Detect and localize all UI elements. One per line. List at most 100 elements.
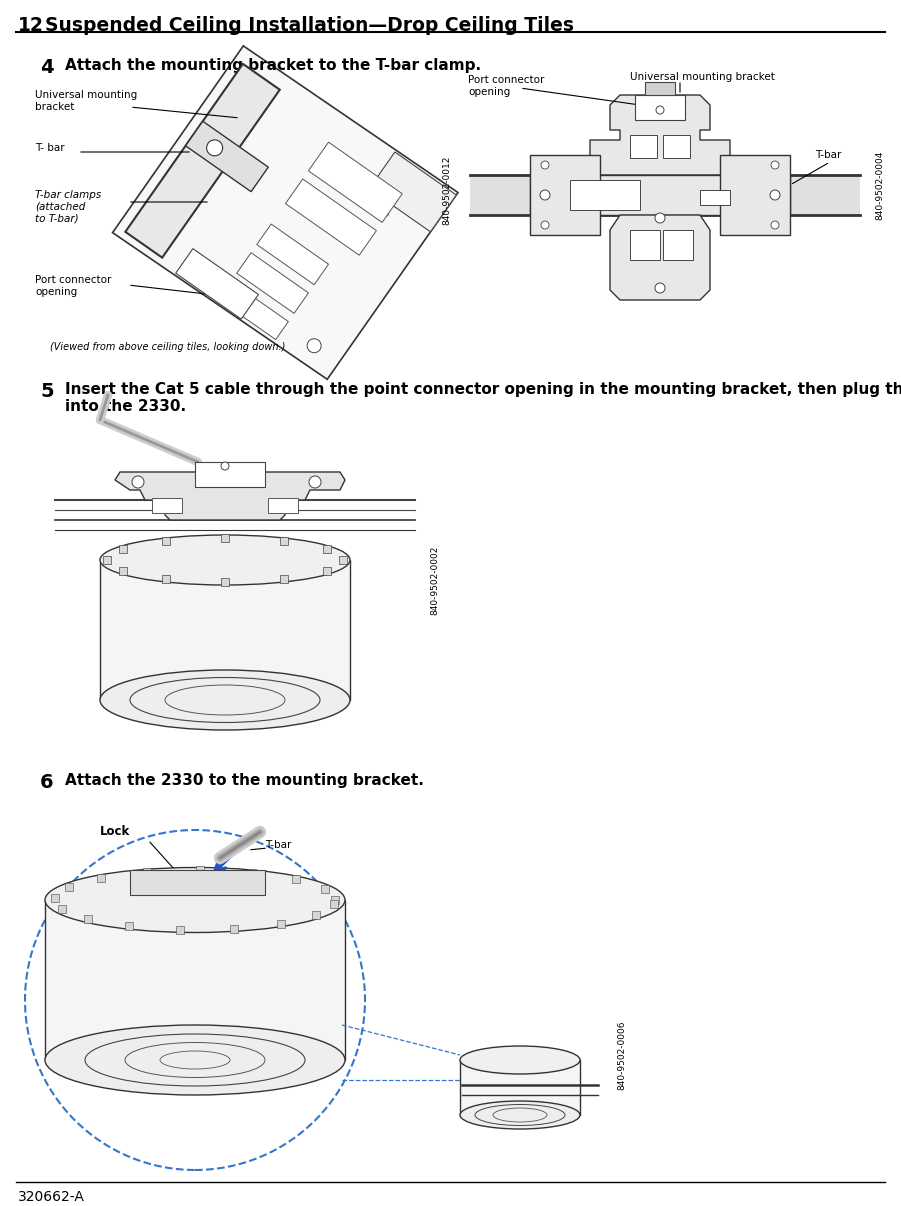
Polygon shape bbox=[186, 122, 268, 192]
Text: T-bar: T-bar bbox=[265, 841, 291, 850]
Bar bbox=[84, 915, 92, 924]
Bar bbox=[221, 534, 229, 541]
Text: Suspended Ceiling Installation—Drop Ceiling Tiles: Suspended Ceiling Installation—Drop Ceil… bbox=[32, 16, 574, 35]
Text: Universal mounting
bracket: Universal mounting bracket bbox=[35, 90, 137, 112]
Text: 4: 4 bbox=[40, 58, 54, 77]
Bar bbox=[323, 567, 332, 575]
Polygon shape bbox=[630, 230, 660, 260]
Circle shape bbox=[132, 476, 144, 488]
Bar bbox=[162, 575, 170, 582]
Bar bbox=[177, 926, 185, 933]
Ellipse shape bbox=[460, 1101, 580, 1129]
Circle shape bbox=[309, 476, 321, 488]
Polygon shape bbox=[460, 1060, 580, 1116]
Bar bbox=[119, 545, 127, 554]
Text: 840-9502-0012: 840-9502-0012 bbox=[442, 156, 451, 224]
Polygon shape bbox=[530, 156, 600, 235]
Circle shape bbox=[656, 106, 664, 115]
Bar bbox=[58, 906, 66, 913]
Text: Attach the 2330 to the mounting bracket.: Attach the 2330 to the mounting bracket. bbox=[65, 773, 423, 788]
Polygon shape bbox=[630, 135, 657, 158]
Polygon shape bbox=[700, 191, 730, 205]
Bar bbox=[280, 537, 288, 545]
Circle shape bbox=[655, 283, 665, 293]
Polygon shape bbox=[268, 498, 298, 513]
Text: 840-9502-0004: 840-9502-0004 bbox=[876, 151, 885, 219]
Text: 6: 6 bbox=[40, 773, 54, 792]
Circle shape bbox=[771, 160, 779, 169]
Polygon shape bbox=[100, 560, 350, 699]
Polygon shape bbox=[237, 253, 308, 314]
Ellipse shape bbox=[460, 1046, 580, 1075]
Text: 12: 12 bbox=[18, 16, 44, 35]
Bar bbox=[339, 556, 347, 564]
Circle shape bbox=[655, 213, 665, 223]
Ellipse shape bbox=[45, 867, 345, 932]
Ellipse shape bbox=[45, 1025, 345, 1095]
Polygon shape bbox=[308, 142, 402, 222]
Text: 5: 5 bbox=[40, 382, 54, 402]
Circle shape bbox=[771, 221, 779, 229]
Bar bbox=[313, 911, 320, 919]
Polygon shape bbox=[720, 156, 790, 235]
Bar bbox=[65, 883, 73, 891]
Text: Lock: Lock bbox=[100, 825, 131, 838]
Polygon shape bbox=[226, 287, 288, 340]
Bar bbox=[323, 545, 332, 554]
Polygon shape bbox=[530, 175, 790, 215]
Polygon shape bbox=[113, 46, 458, 380]
Bar bbox=[280, 575, 288, 582]
Bar bbox=[119, 567, 127, 575]
Bar bbox=[470, 175, 860, 215]
Polygon shape bbox=[45, 900, 345, 1060]
Text: 840-9502-0002: 840-9502-0002 bbox=[431, 545, 440, 615]
Text: Insert the Cat 5 cable through the point connector opening in the mounting brack: Insert the Cat 5 cable through the point… bbox=[65, 382, 901, 415]
Text: (Viewed from above ceiling tiles, looking down.): (Viewed from above ceiling tiles, lookin… bbox=[50, 343, 286, 352]
Polygon shape bbox=[257, 224, 329, 285]
Polygon shape bbox=[130, 870, 265, 895]
Bar bbox=[103, 556, 111, 564]
Bar bbox=[162, 537, 170, 545]
Ellipse shape bbox=[100, 671, 350, 730]
Circle shape bbox=[540, 191, 550, 200]
Circle shape bbox=[541, 160, 549, 169]
Bar bbox=[330, 900, 338, 908]
Circle shape bbox=[770, 191, 780, 200]
Polygon shape bbox=[663, 135, 690, 158]
Bar bbox=[321, 885, 329, 892]
Bar bbox=[292, 876, 300, 883]
Bar bbox=[230, 925, 238, 932]
Text: T- bar: T- bar bbox=[35, 144, 65, 153]
Polygon shape bbox=[369, 152, 456, 232]
Polygon shape bbox=[152, 498, 182, 513]
Circle shape bbox=[206, 140, 223, 156]
Polygon shape bbox=[286, 178, 377, 256]
Polygon shape bbox=[635, 95, 685, 121]
Bar bbox=[196, 866, 204, 874]
Polygon shape bbox=[590, 95, 730, 175]
Text: 840-9502-0006: 840-9502-0006 bbox=[617, 1020, 626, 1090]
Circle shape bbox=[221, 462, 229, 470]
Polygon shape bbox=[195, 462, 265, 487]
Circle shape bbox=[307, 339, 321, 352]
Bar bbox=[97, 873, 105, 882]
Polygon shape bbox=[115, 472, 345, 520]
Bar bbox=[143, 868, 151, 876]
Circle shape bbox=[541, 221, 549, 229]
Text: Port connector
opening: Port connector opening bbox=[468, 75, 544, 96]
Bar bbox=[221, 578, 229, 586]
Polygon shape bbox=[176, 248, 259, 320]
Polygon shape bbox=[570, 180, 640, 210]
Bar bbox=[331, 896, 339, 904]
Text: 320662-A: 320662-A bbox=[18, 1190, 85, 1204]
Ellipse shape bbox=[100, 535, 350, 585]
Polygon shape bbox=[125, 64, 280, 258]
Text: T-bar: T-bar bbox=[815, 150, 842, 160]
Polygon shape bbox=[610, 215, 710, 300]
Text: Port connector
opening: Port connector opening bbox=[35, 275, 112, 297]
Bar bbox=[248, 868, 256, 877]
Text: Universal mounting bracket: Universal mounting bracket bbox=[630, 72, 775, 82]
Polygon shape bbox=[645, 82, 675, 95]
Bar bbox=[278, 920, 286, 927]
Bar bbox=[51, 894, 59, 902]
